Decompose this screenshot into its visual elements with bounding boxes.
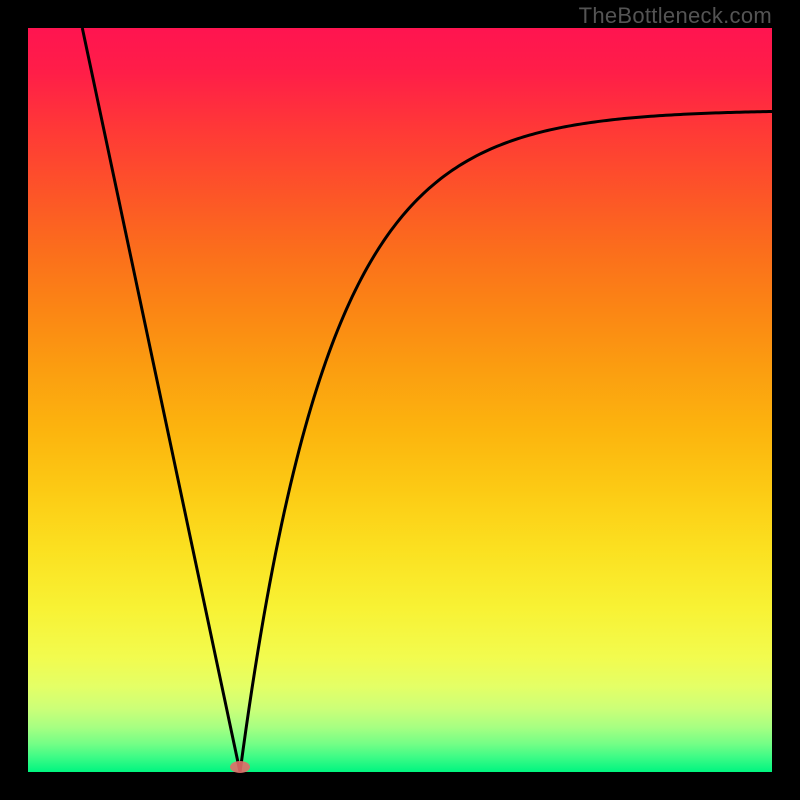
min-marker (230, 761, 250, 773)
watermark-text: TheBottleneck.com (579, 3, 772, 29)
chart-svg-overlay (0, 0, 800, 800)
chart-stage: TheBottleneck.com (0, 0, 800, 800)
bottleneck-curve (82, 28, 772, 772)
